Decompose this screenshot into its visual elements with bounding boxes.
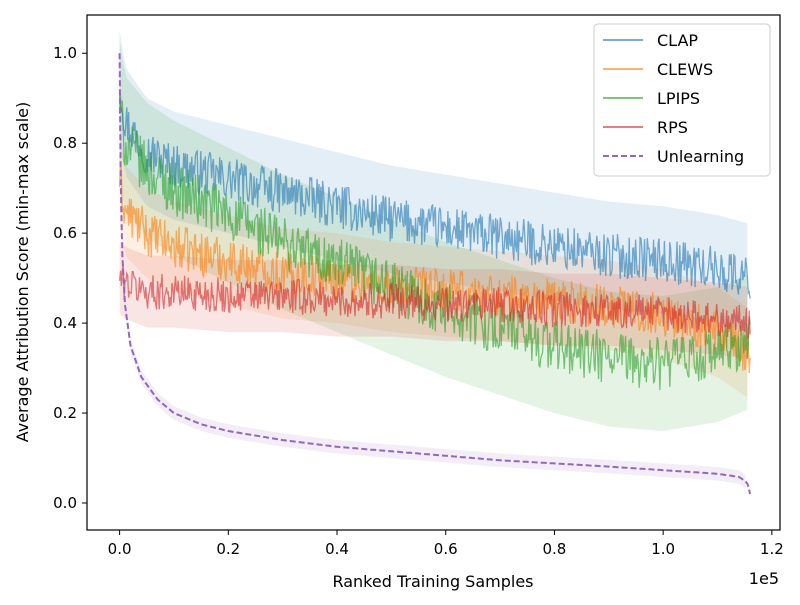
x-axis-offset-text: 1e5 — [749, 569, 779, 588]
line-lpips — [118, 94, 751, 391]
legend-items: CLAP CLEWS LPIPS RPS Unlearning — [603, 31, 744, 166]
x-tick-label: 0.2 — [216, 540, 240, 558]
y-tick-label: 0.6 — [53, 224, 77, 242]
legend-label-unlearning: Unlearning — [657, 147, 744, 166]
line-rps — [118, 264, 751, 340]
y-axis-ticks: 0.0 0.2 0.4 0.6 0.8 1.0 — [53, 44, 87, 512]
legend-label-clews: CLEWS — [657, 60, 713, 79]
x-tick-label: 0.4 — [325, 540, 349, 558]
x-tick-label: 0.6 — [434, 540, 458, 558]
x-axis-label: Ranked Training Samples — [332, 572, 533, 591]
y-axis-label: Average Attribution Score (min-max scale… — [13, 102, 32, 443]
x-axis-ticks: 0.0 0.2 0.4 0.6 0.8 1.0 1.2 — [108, 530, 784, 558]
y-tick-label: 0.0 — [53, 494, 77, 512]
legend-label-rps: RPS — [657, 118, 688, 137]
legend: CLAP CLEWS LPIPS RPS Unlearning — [593, 23, 771, 177]
y-tick-label: 0.8 — [53, 134, 77, 152]
legend-frame — [593, 23, 771, 177]
x-tick-label: 0.8 — [543, 540, 567, 558]
x-tick-label: 1.2 — [760, 540, 784, 558]
y-tick-label: 0.2 — [53, 404, 77, 422]
legend-label-clap: CLAP — [657, 31, 698, 50]
x-tick-label: 0.0 — [108, 540, 132, 558]
plot-frame — [86, 14, 781, 531]
band-clews — [119, 134, 748, 398]
line-clap — [118, 94, 751, 299]
line-unlearning — [118, 53, 752, 495]
x-tick-label: 1.0 — [651, 540, 675, 558]
band-lpips — [119, 39, 748, 431]
line-clews — [118, 163, 751, 374]
legend-label-lpips: LPIPS — [657, 89, 700, 108]
y-tick-label: 0.4 — [53, 314, 77, 332]
y-tick-label: 1.0 — [53, 44, 77, 62]
series-lines — [118, 53, 752, 495]
band-clap — [119, 30, 748, 332]
